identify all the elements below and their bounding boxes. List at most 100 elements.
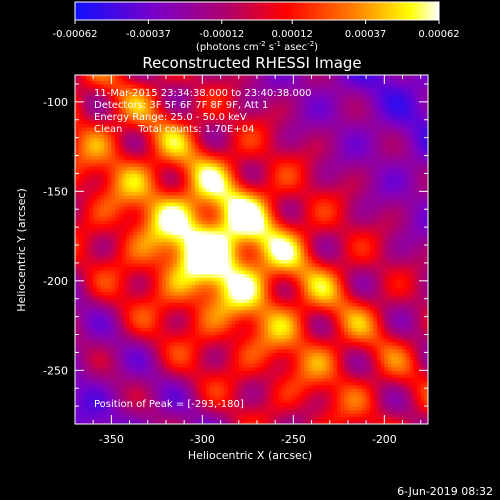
heatmap-cell	[85, 398, 91, 404]
heatmap-cell	[147, 398, 153, 404]
heatmap-cell	[82, 219, 87, 225]
heatmap-cell	[122, 363, 127, 368]
heatmap-cell	[235, 341, 240, 346]
heatmap-cell	[115, 359, 120, 364]
heatmap-cell	[111, 76, 116, 81]
heatmap-cell	[202, 406, 207, 411]
heatmap-cell	[111, 416, 116, 422]
heatmap-cell	[158, 173, 163, 178]
heatmap-cell	[227, 355, 233, 361]
heatmap-cell	[235, 94, 240, 99]
heatmap-cell	[198, 87, 203, 92]
heatmap-cell	[125, 184, 131, 189]
heatmap-cell	[231, 334, 236, 339]
heatmap-cell	[85, 287, 91, 293]
heatmap-cell	[144, 162, 149, 167]
heatmap-cell	[242, 245, 247, 250]
heatmap-cell	[191, 273, 196, 278]
heatmap-cell	[158, 191, 163, 196]
heatmap-cell	[158, 227, 163, 232]
heatmap-cell	[202, 345, 207, 350]
heatmap-cell	[242, 187, 247, 192]
heatmap-cell	[93, 119, 98, 124]
heatmap-cell	[158, 270, 163, 275]
heatmap-cell	[100, 420, 105, 424]
heatmap-cell	[144, 237, 149, 243]
heatmap-cell	[238, 184, 243, 189]
heatmap-cell	[162, 209, 167, 214]
heatmap-cell	[125, 234, 131, 239]
heatmap-cell	[191, 255, 196, 260]
heatmap-cell	[206, 112, 211, 117]
heatmap-cell	[140, 334, 145, 339]
heatmap-cell	[202, 381, 207, 386]
heatmap-cell	[151, 184, 156, 189]
heatmap-cell	[136, 162, 142, 167]
heatmap-cell	[158, 370, 163, 375]
heatmap-cell	[111, 287, 116, 293]
heatmap-cell	[198, 234, 203, 239]
heatmap-cell	[173, 216, 178, 221]
heatmap-cell	[209, 381, 214, 386]
heatmap-cell	[206, 101, 211, 107]
heatmap-cell	[206, 345, 211, 350]
heatmap-cell	[184, 381, 189, 386]
heatmap-cell	[93, 159, 98, 164]
heatmap-cell	[133, 123, 138, 128]
heatmap-cell	[136, 270, 142, 275]
heatmap-cell	[187, 234, 193, 239]
heatmap-cell	[169, 105, 174, 110]
heatmap-cell	[155, 234, 160, 239]
heatmap-cell	[151, 287, 156, 293]
heatmap-cell	[136, 123, 142, 128]
heatmap-cell	[104, 355, 109, 361]
heatmap-cell	[173, 212, 178, 217]
heatmap-cell	[118, 402, 123, 407]
heatmap-cell	[224, 205, 229, 210]
heatmap-cell	[85, 191, 91, 196]
heatmap-cell	[206, 409, 211, 414]
heatmap-cell	[125, 105, 131, 110]
heatmap-cell	[209, 262, 214, 268]
heatmap-cell	[82, 406, 87, 411]
heatmap-cell	[235, 327, 240, 332]
heatmap-cell	[158, 180, 163, 185]
heatmap-cell	[122, 398, 127, 404]
heatmap-cell	[147, 212, 153, 217]
heatmap-cell	[82, 273, 87, 278]
heatmap-cell	[133, 266, 138, 271]
heatmap-cell	[253, 112, 258, 117]
heatmap-cell	[253, 126, 258, 132]
heatmap-cell	[173, 177, 178, 182]
heatmap-cell	[173, 126, 178, 132]
heatmap-cell	[173, 287, 178, 293]
heatmap-cell	[242, 420, 247, 424]
heatmap-cell	[256, 198, 262, 203]
heatmap-cell	[169, 216, 174, 221]
heatmap-cell	[238, 180, 243, 185]
heatmap-cell	[169, 134, 174, 139]
heatmap-cell	[140, 341, 145, 346]
heatmap-cell	[78, 270, 83, 275]
heatmap-cell	[147, 395, 153, 400]
heatmap-cell	[249, 259, 254, 264]
heatmap-cell	[136, 234, 142, 239]
heatmap-cell	[191, 305, 196, 311]
heatmap-cell	[224, 395, 229, 400]
heatmap-cell	[82, 363, 87, 368]
heatmap-cell	[107, 134, 112, 139]
heatmap-cell	[202, 159, 207, 164]
heatmap-cell	[224, 277, 229, 282]
heatmap-cell	[209, 234, 214, 239]
heatmap-cell	[253, 101, 258, 107]
heatmap-cell	[169, 187, 174, 192]
heatmap-cell	[246, 75, 251, 78]
heatmap-cell	[180, 388, 185, 393]
heatmap-cell	[100, 105, 105, 110]
heatmap-cell	[118, 230, 123, 235]
heatmap-cell	[184, 155, 189, 160]
heatmap-cell	[96, 80, 102, 85]
heatmap-cell	[107, 94, 112, 99]
heatmap-cell	[122, 155, 127, 160]
heatmap-cell	[82, 291, 87, 296]
